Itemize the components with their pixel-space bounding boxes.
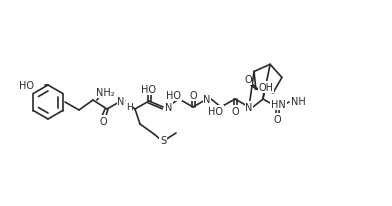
Text: HN: HN xyxy=(271,99,286,109)
Text: HO: HO xyxy=(142,85,156,95)
Text: N: N xyxy=(117,97,125,107)
Text: HO: HO xyxy=(166,91,181,101)
Text: N: N xyxy=(203,95,211,104)
Text: H: H xyxy=(126,102,133,111)
Text: O: O xyxy=(273,115,281,124)
Text: N: N xyxy=(245,103,253,112)
Text: O: O xyxy=(244,75,252,85)
Text: NH: NH xyxy=(291,97,306,107)
Text: HO: HO xyxy=(208,107,223,116)
Text: HO: HO xyxy=(19,81,34,91)
Text: NH₂: NH₂ xyxy=(96,88,114,97)
Text: N: N xyxy=(165,103,172,112)
Text: O: O xyxy=(189,91,197,101)
Text: O: O xyxy=(231,107,239,116)
Text: O: O xyxy=(99,116,107,126)
Text: S: S xyxy=(160,135,166,145)
Text: OH: OH xyxy=(258,83,274,92)
